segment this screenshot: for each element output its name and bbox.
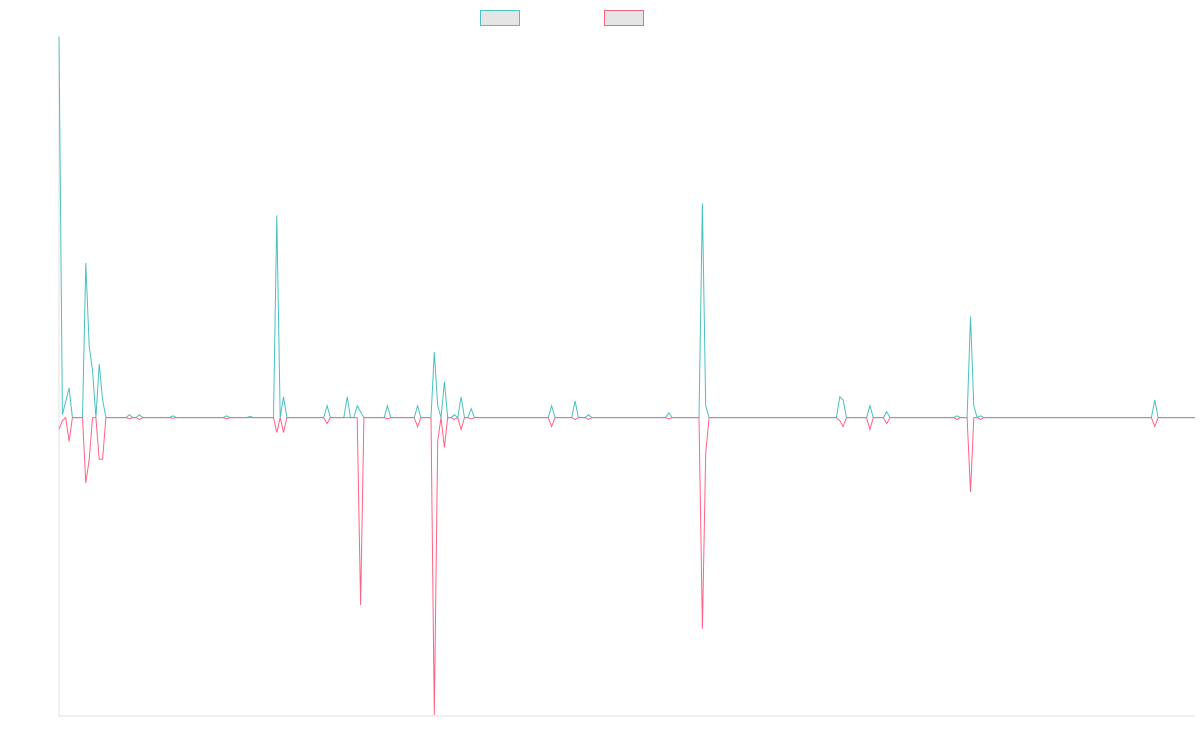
series-1-line[interactable]: [58, 36, 1195, 419]
series-layer: [58, 36, 1195, 716]
series-2-line[interactable]: [58, 416, 1195, 716]
legend-item-series-2[interactable]: [604, 10, 644, 26]
legend-item-series-1[interactable]: [480, 10, 520, 26]
